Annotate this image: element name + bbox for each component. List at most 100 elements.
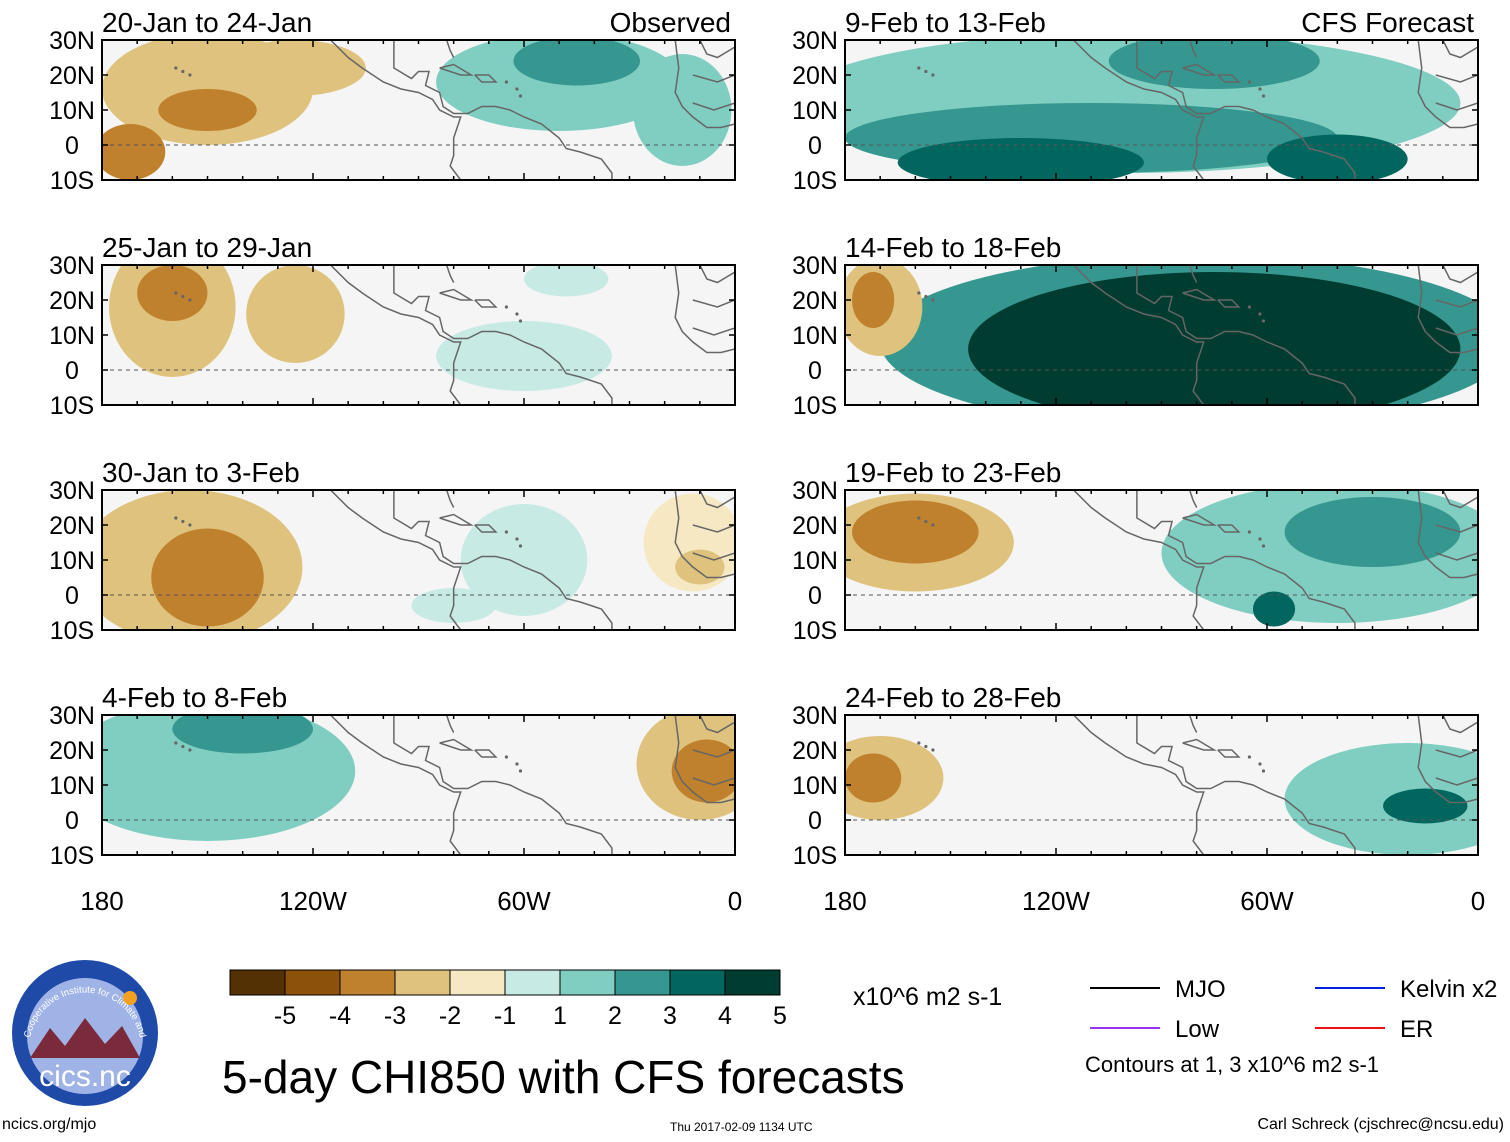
panel-type-label: Observed: [610, 7, 731, 38]
colorbar-swatch: [229, 969, 286, 996]
coastline: [393, 715, 613, 855]
colorbar-swatch: [504, 969, 561, 996]
colorbar-swatch: [724, 969, 781, 996]
tick-marks: [844, 714, 1479, 856]
coastline: [295, 490, 462, 630]
island: [931, 523, 935, 527]
island: [917, 291, 921, 295]
coastline: [445, 715, 455, 733]
coastline: [439, 288, 474, 301]
logo-sun: [123, 991, 137, 1005]
island: [515, 762, 519, 766]
coastline: [1188, 490, 1198, 508]
lat-label: 20N: [49, 62, 95, 90]
colorbar-swatch: [394, 969, 451, 996]
coastlines: [917, 265, 1478, 405]
colorbar-swatch: [669, 969, 726, 996]
island: [931, 748, 935, 752]
island: [1261, 544, 1266, 548]
island: [1247, 305, 1252, 309]
coastline: [1417, 490, 1478, 579]
contour-note: Contours at 1, 3 x10^6 m2 s-1: [1085, 1052, 1380, 1077]
anomaly-fill: [845, 490, 1478, 627]
coastline: [393, 490, 613, 630]
island: [504, 80, 509, 84]
lat-label: 30N: [792, 252, 838, 280]
lat-label: 10S: [793, 842, 837, 870]
anomaly-blob: [436, 321, 612, 391]
tick-marks: [844, 489, 1479, 631]
legend-label: ER: [1400, 1016, 1433, 1043]
panel-date-range: 14-Feb to 18-Feb: [845, 232, 1061, 263]
coastline: [1442, 490, 1478, 509]
panel-date-range: 20-Jan to 24-Jan: [102, 7, 312, 38]
colorbar-label: 1: [553, 1002, 567, 1030]
timestamp: Thu 2017-02-09 1134 UTC: [670, 1120, 813, 1134]
map-panel-p1: 20-Jan to 24-Jan Observed 30N 20N 10N 0 10S: [49, 7, 736, 195]
lon-label: 60W: [497, 886, 551, 916]
anomaly-blob: [246, 265, 345, 363]
coastlines: [174, 40, 735, 180]
island: [174, 291, 178, 295]
anomaly-blob: [172, 715, 313, 754]
coastline: [674, 715, 735, 804]
island: [917, 516, 921, 520]
island: [1261, 319, 1266, 323]
anomaly-blob: [513, 40, 641, 86]
island: [174, 741, 178, 745]
coastline: [474, 74, 498, 83]
island: [515, 537, 519, 541]
coastline: [692, 327, 735, 336]
coastlines: [174, 490, 735, 630]
lat-label: 20N: [792, 287, 838, 315]
lat-label: 20N: [49, 737, 95, 765]
website-link[interactable]: ncics.org/mjo: [2, 1116, 97, 1133]
lat-label: 0: [65, 132, 79, 160]
lat-label: 10N: [792, 547, 838, 575]
island: [1247, 80, 1252, 84]
coastlines: [917, 490, 1478, 630]
colorbar-label: -1: [494, 1002, 516, 1030]
panel-date-range: 25-Jan to 29-Jan: [102, 232, 312, 263]
island: [1258, 537, 1262, 541]
coastlines: [174, 265, 735, 405]
panel-date-range: 30-Jan to 3-Feb: [102, 457, 300, 488]
lon-label: 180: [823, 886, 866, 916]
colorbar: -5 -4 -3 -2 -1 1 2 3 4 5: [229, 969, 787, 1030]
logo-mountains: [30, 1018, 140, 1058]
lat-label: 30N: [792, 702, 838, 730]
lat-label: 30N: [49, 27, 95, 55]
logo-wordmark: cics.nc: [39, 1060, 131, 1093]
colorbar-swatch: [339, 969, 396, 996]
coastline: [1435, 74, 1478, 83]
island: [188, 523, 192, 527]
lat-label: 10N: [49, 97, 95, 125]
anomaly-blob: [158, 89, 257, 131]
coastline: [674, 490, 735, 579]
anomaly-blob: [852, 500, 979, 564]
island: [1261, 769, 1266, 773]
tick-marks: [101, 264, 736, 406]
coastline: [445, 490, 455, 508]
coastline: [1435, 749, 1478, 758]
coastline: [393, 40, 613, 180]
island: [924, 69, 928, 74]
island: [188, 73, 192, 77]
coastline: [692, 524, 735, 533]
lat-label: 0: [65, 357, 79, 385]
coastline: [474, 524, 498, 533]
coastline: [1417, 715, 1478, 804]
lon-label: 0: [1471, 886, 1485, 916]
anomaly-blob: [1284, 497, 1461, 567]
coastline: [1188, 265, 1198, 283]
anomaly-blob: [633, 54, 732, 166]
map-panel-p5: 9-Feb to 13-Feb CFS Forecast 30N 20N 10N 0 10S: [792, 7, 1479, 195]
lat-label: 30N: [49, 252, 95, 280]
colorbar-units: x10^6 m2 s-1: [853, 983, 1003, 1011]
coastline: [1038, 715, 1205, 855]
colorbar-label: -4: [329, 1002, 351, 1030]
anomaly-blob: [897, 138, 1144, 180]
coastline: [692, 74, 735, 83]
